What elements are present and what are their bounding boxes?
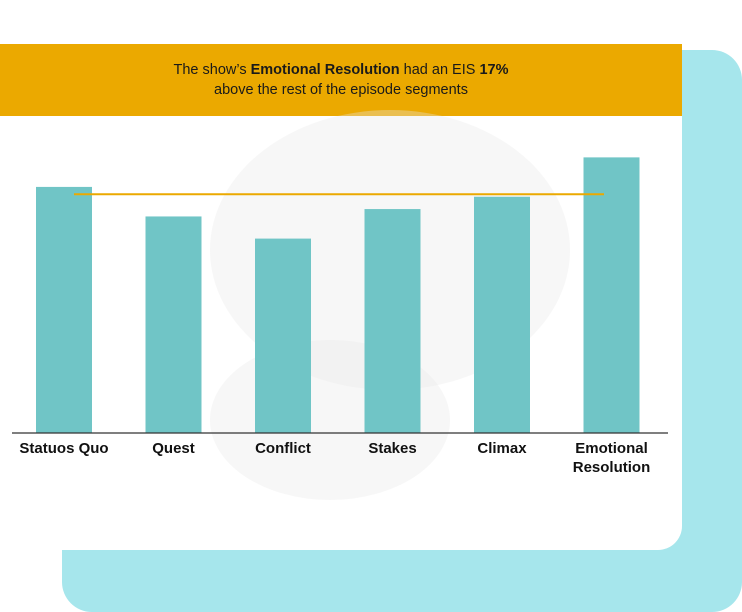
bars-group (36, 157, 640, 433)
tick-label-emotional-resolution: Emotional Resolution (573, 440, 651, 476)
headline-line-2: above the rest of the episode segments (214, 82, 468, 98)
headline-text-2: had an EIS (399, 62, 480, 78)
bar-conflict (255, 238, 311, 433)
tick-label-conflict: Conflict (255, 440, 311, 457)
tick-label-statuos-quo: Statuos Quo (19, 440, 108, 457)
headline-segment-name: Emotional Resolution (250, 62, 400, 78)
chart-card: The show’s Emotional Resolution had an E… (0, 44, 682, 550)
headline-text-1: The show’s (173, 62, 251, 78)
headline-percentage: 17% (479, 62, 509, 78)
headline-line-1: The show’s Emotional Resolution had an E… (174, 60, 509, 80)
bar-statuos-quo (36, 186, 92, 433)
tick-label-stakes: Stakes (368, 440, 416, 457)
bar-emotional-resolution (583, 157, 640, 433)
tick-label-climax: Climax (477, 440, 527, 457)
bar-stakes (364, 209, 421, 433)
x-tick-labels: Statuos Quo Quest Conflict Stakes Climax Emot… (19, 440, 650, 476)
headline-banner: The show’s Emotional Resolution had an E… (0, 44, 682, 116)
bar-climax (474, 196, 530, 433)
tick-label-quest: Quest (152, 440, 195, 457)
bar-quest (145, 216, 202, 433)
